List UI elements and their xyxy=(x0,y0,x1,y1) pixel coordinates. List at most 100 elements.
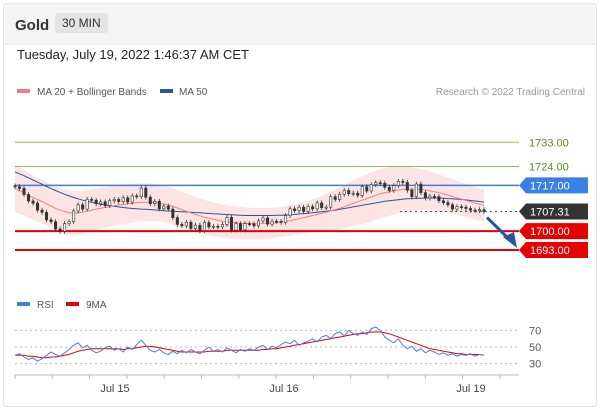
candle-body xyxy=(238,223,242,231)
instrument-title: Gold xyxy=(15,17,50,34)
9ma-line xyxy=(15,331,485,359)
legend-label-ma50: MA 50 xyxy=(179,87,208,98)
candle-body xyxy=(85,199,89,210)
candle-body xyxy=(396,181,400,186)
credit-text: Research © 2022 Trading Central xyxy=(436,87,585,98)
candle-body xyxy=(441,200,445,203)
level-label-4: 1700.00 xyxy=(530,226,570,238)
candle-body xyxy=(198,224,202,231)
candle-body xyxy=(126,197,130,203)
candle-body xyxy=(144,187,148,198)
candle-body xyxy=(410,189,414,197)
level-tags: 1733.00 1724.00 1717.00 1707.31 1700.00 1693.… xyxy=(519,137,588,258)
legend-swatch-ma20 xyxy=(17,89,30,93)
candle-body xyxy=(356,192,360,196)
candle-body xyxy=(437,196,441,202)
candle-body xyxy=(428,195,432,199)
candle-body xyxy=(121,197,125,202)
candle-body xyxy=(279,221,283,223)
candle-body xyxy=(401,181,405,183)
candle-body xyxy=(243,223,247,231)
candle-body xyxy=(148,196,152,204)
candle-body xyxy=(211,226,215,228)
price-plot xyxy=(13,141,519,251)
bollinger-band xyxy=(15,164,484,240)
timeframe-badge[interactable]: 30 MIN xyxy=(55,13,108,33)
candle-body xyxy=(482,209,486,212)
candle-body xyxy=(189,221,193,229)
candle-body xyxy=(302,206,306,212)
candle-body xyxy=(94,199,98,204)
candle-body xyxy=(455,206,459,210)
candle-body xyxy=(175,217,179,225)
candle-body xyxy=(324,206,328,209)
candle-body xyxy=(202,222,206,231)
candle-body xyxy=(162,205,166,210)
candle-body xyxy=(49,219,53,223)
level-label-3: 1707.31 xyxy=(530,206,570,218)
candle-body xyxy=(112,199,116,202)
candle-body xyxy=(117,199,121,202)
candle-body xyxy=(293,208,297,211)
candle-body xyxy=(306,206,310,212)
candle-body xyxy=(266,217,270,225)
candle-body xyxy=(220,224,224,228)
timestamp: Tuesday, July 19, 2022 1:46:37 AM CET xyxy=(17,47,249,62)
candle-body xyxy=(157,200,161,210)
candle-body xyxy=(216,226,220,228)
candle-body xyxy=(351,192,355,195)
candle-body xyxy=(193,224,197,229)
candle-body xyxy=(432,195,436,198)
candle-body xyxy=(446,202,450,206)
candle-body xyxy=(342,190,346,195)
level-tag-5 xyxy=(519,242,588,258)
candle-body xyxy=(297,206,301,211)
candle-body xyxy=(99,201,103,204)
legend-swatch-9ma xyxy=(66,302,79,306)
rsi-tick-label-30: 30 xyxy=(529,359,541,371)
rsi-legend: RSI 9MA xyxy=(17,300,107,311)
candle-body xyxy=(229,217,233,231)
candle-body xyxy=(468,208,472,211)
candle-body xyxy=(225,217,229,225)
projection-arrow-head xyxy=(503,232,517,248)
candle-body xyxy=(90,199,94,201)
candle-body xyxy=(333,196,337,200)
candle-body xyxy=(459,206,463,208)
rsi-plot: 70 50 30 xyxy=(14,325,541,371)
candle-body xyxy=(135,195,139,198)
candle-body xyxy=(103,201,107,206)
candle-body xyxy=(54,221,58,230)
candle-body xyxy=(72,210,76,222)
candle-body xyxy=(419,183,423,193)
candle-body xyxy=(311,206,315,210)
candle-body xyxy=(338,193,342,200)
candle-body xyxy=(257,220,261,227)
candle-body xyxy=(45,212,49,221)
level-label-0: 1733.00 xyxy=(529,137,569,149)
level-tag-2 xyxy=(519,177,588,194)
rsi-line xyxy=(14,326,485,362)
candle-body xyxy=(81,204,85,210)
candle-body xyxy=(40,209,44,213)
candle-body xyxy=(284,215,288,223)
rsi-tick-label-50: 50 xyxy=(529,342,541,354)
candle-body xyxy=(477,209,481,211)
candle-body xyxy=(464,206,468,209)
legend-label-9ma: 9MA xyxy=(86,300,107,311)
candle-body xyxy=(450,204,454,210)
rsi-tick-label-70: 70 xyxy=(529,325,541,337)
legend-label-ma20: MA 20 + Bollinger Bands xyxy=(37,87,147,98)
candle-body xyxy=(473,209,477,212)
candle-body xyxy=(252,223,256,227)
candle-body xyxy=(130,195,134,203)
candle-body xyxy=(383,182,387,188)
candle-body xyxy=(369,184,373,192)
candle-body xyxy=(315,202,319,210)
candle-body xyxy=(405,182,409,191)
candle-body xyxy=(139,187,143,197)
level-label-2: 1717.00 xyxy=(530,180,570,192)
candle-body xyxy=(329,196,333,208)
level-tag-3 xyxy=(519,203,588,220)
